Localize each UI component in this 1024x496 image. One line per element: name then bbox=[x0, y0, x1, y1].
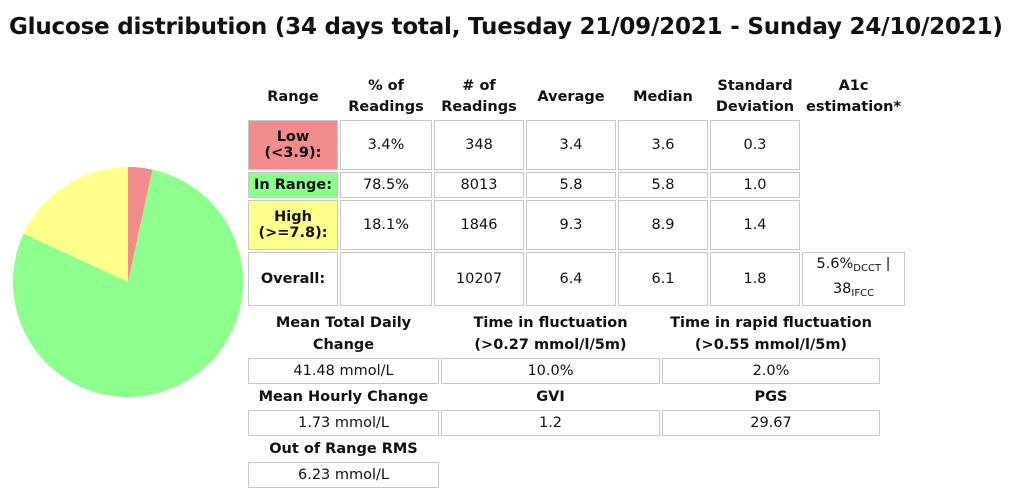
variability-metrics-table: Mean Total Daily Change Time in fluctuat… bbox=[246, 310, 882, 490]
pgs-label: PGS bbox=[754, 389, 788, 405]
mtdc-label-line2: Change bbox=[312, 337, 375, 353]
in-range-pct: 78.5% bbox=[340, 172, 432, 198]
header-pct-readings: % of Readings bbox=[340, 76, 432, 118]
header-median-text: Median bbox=[633, 88, 693, 105]
header-num-line1: # of bbox=[462, 78, 496, 94]
header-num-line2: Readings bbox=[441, 99, 517, 115]
time-in-fluctuation-label: Time in fluctuation (>0.27 mmol/l/5m) bbox=[441, 312, 660, 356]
range-label-overall: Overall: bbox=[248, 252, 338, 306]
low-count: 348 bbox=[434, 120, 524, 170]
high-count: 1846 bbox=[434, 200, 524, 250]
range-label-in-range: In Range: bbox=[248, 172, 338, 198]
mean-hourly-change-value: 1.73 mmol/L bbox=[248, 410, 439, 436]
header-sd-line1: Standard bbox=[717, 78, 793, 94]
in-range-sd: 1.0 bbox=[710, 172, 800, 198]
metrics-empty-value-3 bbox=[662, 462, 880, 488]
overall-a1c-estimation: 5.6%DCCT | 38IFCC bbox=[802, 252, 906, 306]
low-label-line1: Low bbox=[276, 129, 310, 145]
out-of-range-rms-label: Out of Range RMS bbox=[269, 441, 418, 457]
header-range: Range bbox=[248, 76, 338, 118]
header-a1c-line1: A1c bbox=[838, 78, 869, 94]
metrics-empty-value-2 bbox=[441, 462, 660, 488]
in-range-median: 5.8 bbox=[618, 172, 708, 198]
overall-pct bbox=[340, 252, 432, 306]
tif-label-line2: (>0.27 mmol/l/5m) bbox=[474, 337, 627, 353]
low-sd: 0.3 bbox=[710, 120, 800, 170]
metrics-empty-header-2 bbox=[441, 438, 660, 460]
overall-average: 6.4 bbox=[526, 252, 616, 306]
distribution-pie-chart bbox=[12, 167, 243, 397]
page-title: Glucose distribution (34 days total, Tue… bbox=[9, 14, 1003, 40]
metrics-value-row-1: 41.48 mmol/L 10.0% 2.0% bbox=[248, 358, 880, 384]
header-range-text: Range bbox=[267, 88, 319, 105]
header-standard-deviation: Standard Deviation bbox=[710, 76, 800, 118]
mtdc-label-line1: Mean Total Daily bbox=[275, 315, 412, 331]
gvi-value: 1.2 bbox=[441, 410, 660, 436]
pie-slice-low bbox=[128, 167, 153, 282]
low-median: 3.6 bbox=[618, 120, 708, 170]
distribution-table: Range % of Readings # of Readings Averag… bbox=[246, 74, 907, 308]
metrics-header-row-2: Mean Hourly Change GVI PGS bbox=[248, 386, 880, 408]
in-range-a1c-empty bbox=[802, 172, 905, 198]
row-high: High (>=7.8): 18.1% 1846 9.3 8.9 1.4 bbox=[248, 200, 905, 250]
header-a1c-estimation: A1c estimation* bbox=[802, 76, 905, 118]
header-sd-line2: Deviation bbox=[715, 99, 795, 115]
metrics-header-row-1: Mean Total Daily Change Time in fluctuat… bbox=[248, 312, 880, 356]
mean-total-daily-change-label: Mean Total Daily Change bbox=[248, 312, 439, 356]
header-a1c-line2: estimation* bbox=[806, 99, 902, 115]
high-median: 8.9 bbox=[618, 200, 708, 250]
overall-median: 6.1 bbox=[618, 252, 708, 306]
tif-label-line1: Time in fluctuation bbox=[473, 315, 628, 331]
high-label-line2: (>=7.8): bbox=[258, 225, 328, 241]
high-a1c-empty bbox=[802, 200, 905, 250]
metrics-empty-header-3 bbox=[662, 438, 880, 460]
metrics-value-row-3: 6.23 mmol/L bbox=[248, 462, 880, 488]
a1c-ifcc-value: 38 bbox=[832, 281, 852, 297]
header-pct-line1: % of bbox=[368, 78, 404, 94]
low-average: 3.4 bbox=[526, 120, 616, 170]
overall-count: 10207 bbox=[434, 252, 524, 306]
out-of-range-rms-value: 6.23 mmol/L bbox=[248, 462, 439, 488]
tirf-label-line2: (>0.55 mmol/l/5m) bbox=[694, 337, 848, 353]
distribution-header-row: Range % of Readings # of Readings Averag… bbox=[248, 76, 905, 118]
row-in-range: In Range: 78.5% 8013 5.8 5.8 1.0 bbox=[248, 172, 905, 198]
high-pct: 18.1% bbox=[340, 200, 432, 250]
header-average: Average bbox=[526, 76, 616, 118]
range-label-low: Low (<3.9): bbox=[248, 120, 338, 170]
overall-sd: 1.8 bbox=[710, 252, 800, 306]
a1c-separator: | bbox=[881, 256, 891, 272]
time-in-rapid-fluctuation-value: 2.0% bbox=[662, 358, 880, 384]
low-a1c-empty bbox=[802, 120, 905, 170]
low-pct: 3.4% bbox=[340, 120, 432, 170]
header-average-text: Average bbox=[537, 88, 605, 105]
in-range-average: 5.8 bbox=[526, 172, 616, 198]
mean-hourly-change-label: Mean Hourly Change bbox=[258, 389, 429, 405]
a1c-dcct-unit: DCCT bbox=[853, 263, 882, 274]
row-overall: Overall: 10207 6.4 6.1 1.8 5.6%DCCT | 38… bbox=[248, 252, 906, 306]
metrics-header-row-3: Out of Range RMS bbox=[248, 438, 880, 460]
gvi-label: GVI bbox=[536, 389, 565, 405]
tirf-label-line1: Time in rapid fluctuation bbox=[670, 315, 872, 331]
header-num-readings: # of Readings bbox=[434, 76, 524, 118]
row-low: Low (<3.9): 3.4% 348 3.4 3.6 0.3 bbox=[248, 120, 905, 170]
high-sd: 1.4 bbox=[710, 200, 800, 250]
pie-slice-high bbox=[23, 167, 128, 282]
in-range-count: 8013 bbox=[434, 172, 524, 198]
high-average: 9.3 bbox=[526, 200, 616, 250]
low-label-line2: (<3.9): bbox=[264, 145, 322, 161]
mean-total-daily-change-value: 41.48 mmol/L bbox=[248, 358, 439, 384]
a1c-ifcc-unit: IFCC bbox=[851, 288, 875, 299]
pgs-value: 29.67 bbox=[662, 410, 880, 436]
metrics-value-row-2: 1.73 mmol/L 1.2 29.67 bbox=[248, 410, 880, 436]
a1c-dcct-value: 5.6% bbox=[816, 256, 854, 272]
range-label-high: High (>=7.8): bbox=[248, 200, 338, 250]
high-label-line1: High bbox=[274, 209, 312, 225]
header-median: Median bbox=[618, 76, 708, 118]
time-in-rapid-fluctuation-label: Time in rapid fluctuation (>0.55 mmol/l/… bbox=[662, 312, 880, 356]
time-in-fluctuation-value: 10.0% bbox=[441, 358, 660, 384]
pie-slice-in-range bbox=[12, 169, 243, 397]
header-pct-line2: Readings bbox=[348, 99, 424, 115]
